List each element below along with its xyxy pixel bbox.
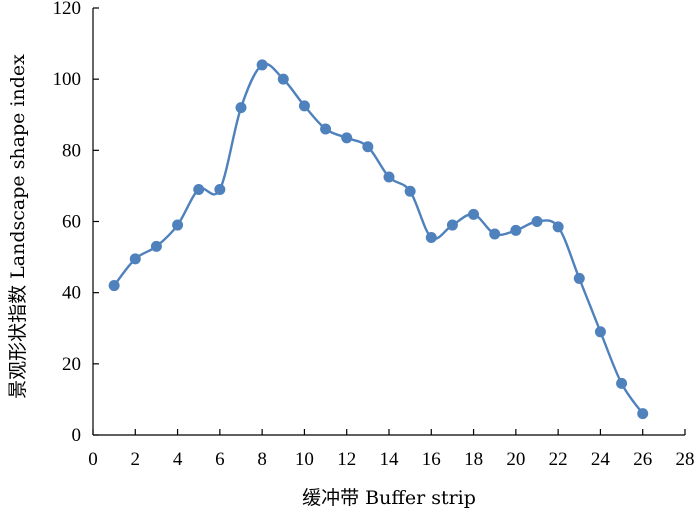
series-line: [113, 62, 644, 415]
data-point: [362, 141, 374, 153]
axes: [92, 8, 685, 436]
data-point: [573, 272, 585, 284]
data-point: [341, 132, 353, 144]
x-tick-label: 8: [257, 449, 267, 470]
y-tick-label: 0: [72, 425, 82, 446]
data-point: [108, 280, 120, 292]
x-tick-label: 18: [464, 449, 483, 470]
x-axis-title: 缓冲带 Buffer strip: [302, 487, 476, 509]
data-point: [172, 219, 184, 231]
data-point: [425, 232, 437, 244]
y-tick-label: 80: [62, 140, 81, 161]
data-point: [298, 100, 310, 112]
y-tick-label: 60: [62, 212, 81, 233]
series-layer: [108, 59, 649, 420]
data-point: [637, 408, 649, 420]
data-point: [489, 228, 501, 240]
y-tick-label: 40: [62, 283, 81, 304]
y-tick-label: 120: [53, 0, 82, 19]
x-tick-label: 26: [633, 449, 652, 470]
x-tick-label: 22: [549, 449, 568, 470]
data-point: [594, 326, 606, 338]
x-tick-label: 0: [88, 449, 98, 470]
data-point: [468, 208, 480, 220]
data-point: [214, 183, 226, 195]
data-point: [616, 377, 628, 389]
data-point: [150, 240, 162, 252]
data-point: [552, 221, 564, 233]
data-point: [320, 123, 332, 135]
x-tick-label: 28: [676, 449, 695, 470]
y-ticks: 0 20 40 60 80 100 120: [53, 0, 99, 446]
data-point: [383, 171, 395, 183]
x-tick-label: 4: [173, 449, 183, 470]
x-tick-label: 16: [422, 449, 441, 470]
data-point: [129, 253, 141, 265]
y-tick-label: 20: [62, 354, 81, 375]
x-tick-label: 14: [380, 449, 400, 470]
y-tick-label: 100: [53, 69, 82, 90]
data-point: [510, 224, 522, 236]
data-point: [531, 216, 543, 227]
data-point: [235, 102, 247, 114]
x-tick-label: 6: [215, 449, 225, 470]
data-point: [404, 185, 416, 197]
data-point: [277, 73, 289, 85]
x-tick-label: 10: [295, 449, 314, 470]
x-tick-label: 24: [591, 449, 611, 470]
data-point: [193, 183, 205, 195]
x-tick-label: 2: [131, 449, 141, 470]
x-tick-label: 12: [337, 449, 356, 470]
y-axis-title: 景观形状指数 Landscape shape index: [7, 54, 29, 399]
data-point: [446, 219, 458, 231]
x-tick-label: 20: [506, 449, 525, 470]
data-point: [256, 59, 268, 71]
x-ticks: 0 2 4 6 8 10 12 14 16 18 20 22 24 26 28: [88, 429, 695, 470]
